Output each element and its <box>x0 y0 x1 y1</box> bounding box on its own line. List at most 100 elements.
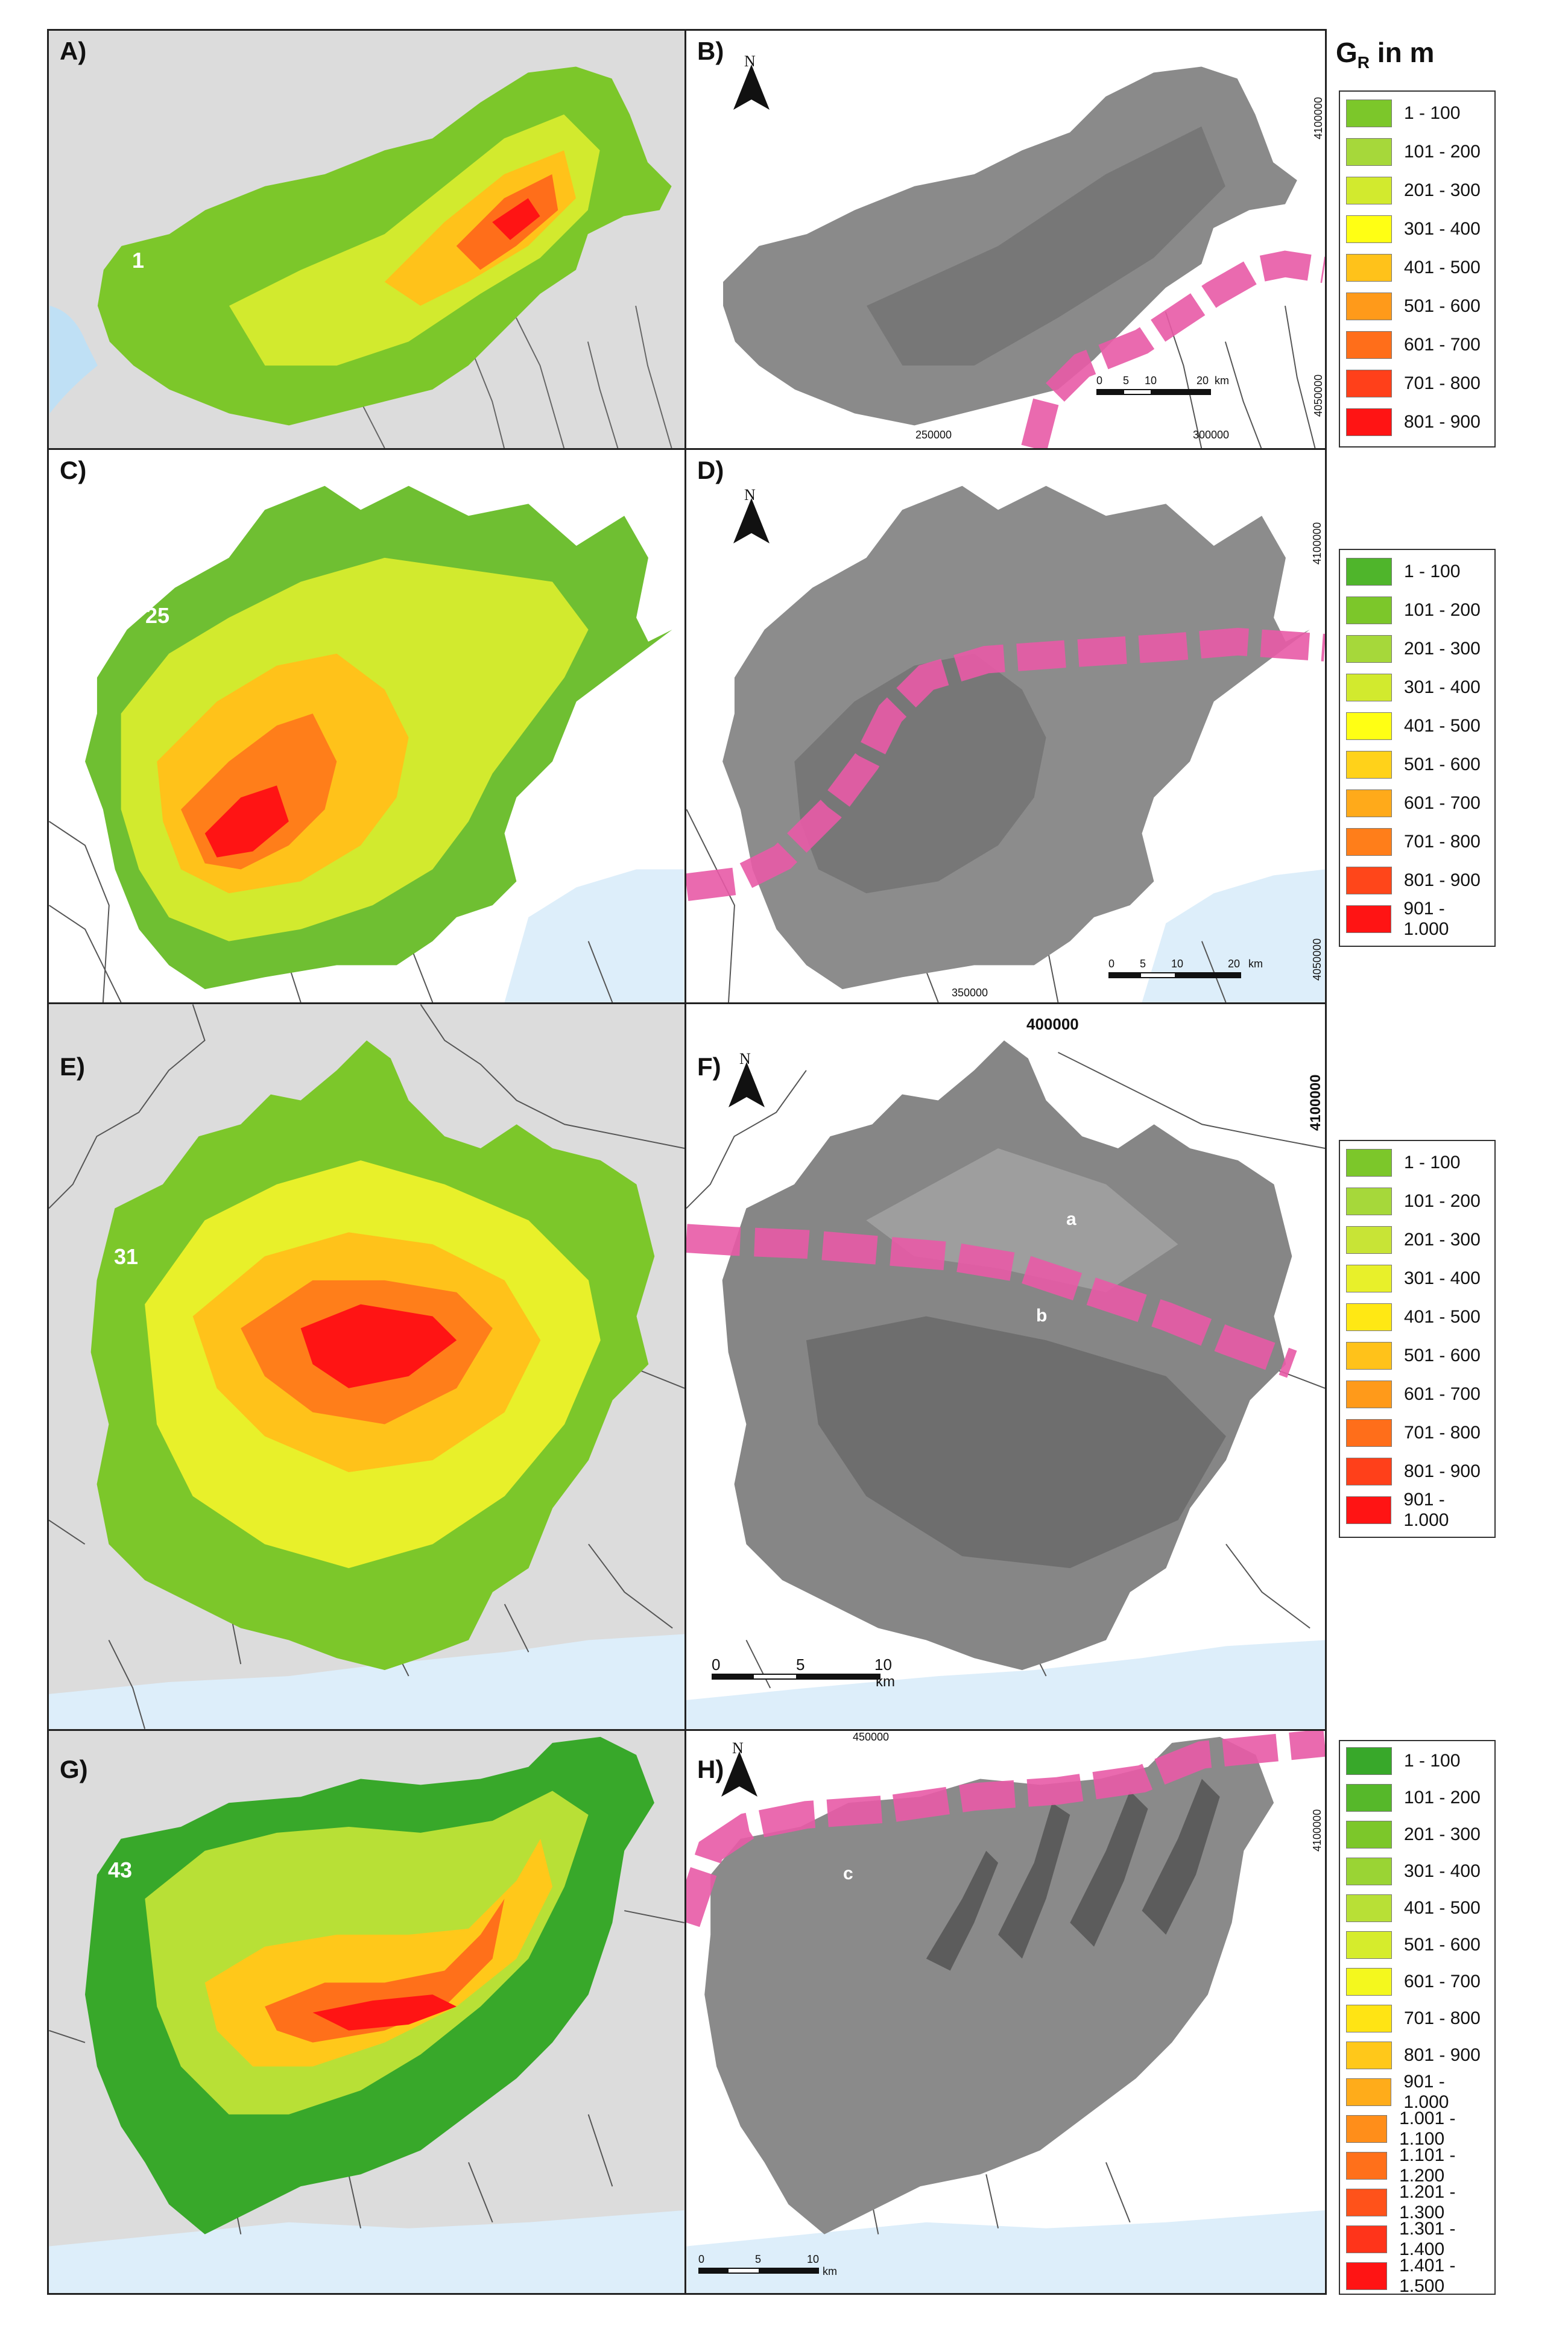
legend-label: 101 - 200 <box>1404 142 1481 162</box>
tick-x-b-1: 300000 <box>1193 429 1230 441</box>
panel-label-c: C) <box>60 456 87 484</box>
panel-c-elevation-map: C) 25 <box>47 448 686 1004</box>
legend-swatch <box>1346 293 1392 320</box>
legend-swatch <box>1346 370 1392 397</box>
legend-item: 101 - 200 <box>1340 133 1494 171</box>
legend-item: 801 - 900 <box>1340 403 1494 441</box>
legend-label: 501 - 600 <box>1404 754 1481 774</box>
legend-label: 701 - 800 <box>1404 2008 1481 2028</box>
legend-label: 801 - 900 <box>1404 412 1481 432</box>
scale-h-0: 0 <box>698 2253 705 2265</box>
basin-id-e: 31 <box>114 1244 139 1269</box>
tick-y-b-1: 4050000 <box>1312 374 1324 417</box>
panel-h-hillshade-map: H) N 450000 4100000 c 0 5 10 km <box>684 1729 1327 2295</box>
tick-x-f-0: 400000 <box>1026 1015 1079 1033</box>
legend-item: 1.001 - 1.100 <box>1340 2108 1494 2149</box>
legend-label: 101 - 200 <box>1404 600 1481 620</box>
legend-swatch <box>1346 254 1392 282</box>
panel-label-f: F) <box>697 1052 721 1081</box>
legend-swatch <box>1346 1381 1392 1408</box>
north-label-f: N <box>739 1050 751 1067</box>
legend-swatch <box>1346 177 1392 204</box>
panel-g-elevation-map: G) 43 <box>47 1729 686 2295</box>
legend-label: 701 - 800 <box>1404 832 1481 852</box>
legend-label: 201 - 300 <box>1404 1230 1481 1250</box>
legend-swatch <box>1346 2004 1392 2032</box>
legend-swatch <box>1346 558 1392 586</box>
legend-label: 701 - 800 <box>1404 1423 1481 1443</box>
panel-label-d: D) <box>697 456 724 484</box>
legend-label: 201 - 300 <box>1404 639 1481 659</box>
legend-item: 201 - 300 <box>1340 1221 1494 1259</box>
north-arrow-f: N <box>722 1050 771 1110</box>
north-arrow-d: N <box>727 486 776 546</box>
legend-label: 801 - 900 <box>1404 2045 1481 2065</box>
north-label-d: N <box>744 486 756 504</box>
legend-swatch <box>1346 2078 1392 2106</box>
map-a <box>49 66 672 448</box>
legend-label: 901 - 1.000 <box>1403 2071 1449 2112</box>
map-letter-b: b <box>1036 1306 1048 1326</box>
map-letter-a: a <box>1066 1209 1076 1229</box>
legend-swatch <box>1346 1188 1392 1215</box>
legend-item: 901 - 1.000 <box>1340 2071 1494 2112</box>
legend-a-b: 1 - 100 101 - 200 201 - 300 301 - 400 401 - … <box>1339 90 1496 448</box>
scale-b-2: 10 <box>1145 375 1157 387</box>
tick-y-f-0: 4100000 <box>1307 1074 1324 1131</box>
scale-b-0: 0 <box>1096 375 1103 387</box>
map-c <box>49 485 684 1002</box>
legend-label: 401 - 500 <box>1404 258 1481 277</box>
legend-label: 1.201 - 1.300 <box>1399 2181 1456 2222</box>
tick-y-d-0: 4100000 <box>1311 522 1323 565</box>
north-arrow-icon <box>733 498 770 543</box>
legend-item: 201 - 300 <box>1340 630 1494 668</box>
legend-swatch <box>1346 1226 1392 1254</box>
legend-item: 1.401 - 1.500 <box>1340 2255 1494 2296</box>
legend-swatch <box>1346 1303 1392 1331</box>
legend-label: 801 - 900 <box>1404 1461 1481 1481</box>
legend-label: 201 - 300 <box>1404 180 1481 200</box>
legend-item: 501 - 600 <box>1340 1926 1494 1963</box>
legend-item: 1 - 100 <box>1340 552 1494 591</box>
north-arrow-icon <box>733 65 770 110</box>
panel-a-elevation-map: A) 1 <box>47 29 686 450</box>
legend-label: 201 - 300 <box>1404 1824 1481 1844</box>
legend-swatch <box>1346 1783 1392 1812</box>
legend-item: 301 - 400 <box>1340 1259 1494 1298</box>
legend-swatch <box>1346 751 1392 779</box>
north-arrow-b: N <box>727 52 776 113</box>
map-h <box>686 1731 1325 2293</box>
legend-title: GR in m <box>1336 36 1434 72</box>
legend-item: 301 - 400 <box>1340 1853 1494 1890</box>
legend-item: 401 - 500 <box>1340 248 1494 287</box>
legend-swatch <box>1346 712 1392 740</box>
map-b <box>723 66 1325 448</box>
legend-title-tail: in m <box>1370 37 1435 68</box>
legend-swatch <box>1346 1458 1392 1485</box>
basin-id-c: 25 <box>145 603 170 628</box>
legend-item: 501 - 600 <box>1340 287 1494 326</box>
scale-h-2: 10 <box>807 2253 820 2265</box>
legend-swatch <box>1346 2151 1388 2180</box>
legend-item: 601 - 700 <box>1340 326 1494 364</box>
tick-y-d-1: 4050000 <box>1311 938 1323 981</box>
scale-h-unit: km <box>823 2265 837 2277</box>
legend-label: 1.401 - 1.500 <box>1399 2255 1456 2296</box>
legend-swatch <box>1346 596 1392 624</box>
legend-label: 1 - 100 <box>1404 1750 1461 1771</box>
legend-item: 701 - 800 <box>1340 1414 1494 1452</box>
tick-y-b-0: 4100000 <box>1312 96 1324 139</box>
legend-label: 1 - 100 <box>1404 1153 1461 1172</box>
legend-item: 301 - 400 <box>1340 668 1494 707</box>
legend-item: 101 - 200 <box>1340 1182 1494 1221</box>
legend-label: 1.301 - 1.400 <box>1399 2218 1456 2259</box>
tick-x-b-0: 250000 <box>915 429 952 441</box>
legend-item: 801 - 900 <box>1340 1452 1494 1491</box>
legend-label: 601 - 700 <box>1404 335 1481 355</box>
legend-e-f: 1 - 100 101 - 200 201 - 300 301 - 400 401 - … <box>1339 1140 1496 1538</box>
map-g <box>49 1736 684 2293</box>
legend-label: 1.001 - 1.100 <box>1399 2108 1456 2149</box>
legend-label: 901 - 1.000 <box>1403 899 1449 939</box>
panel-f-hillshade-map: F) N 400000 4100000 a b 0 5 10 km <box>684 1002 1327 1731</box>
north-label-h: N <box>732 1739 744 1757</box>
